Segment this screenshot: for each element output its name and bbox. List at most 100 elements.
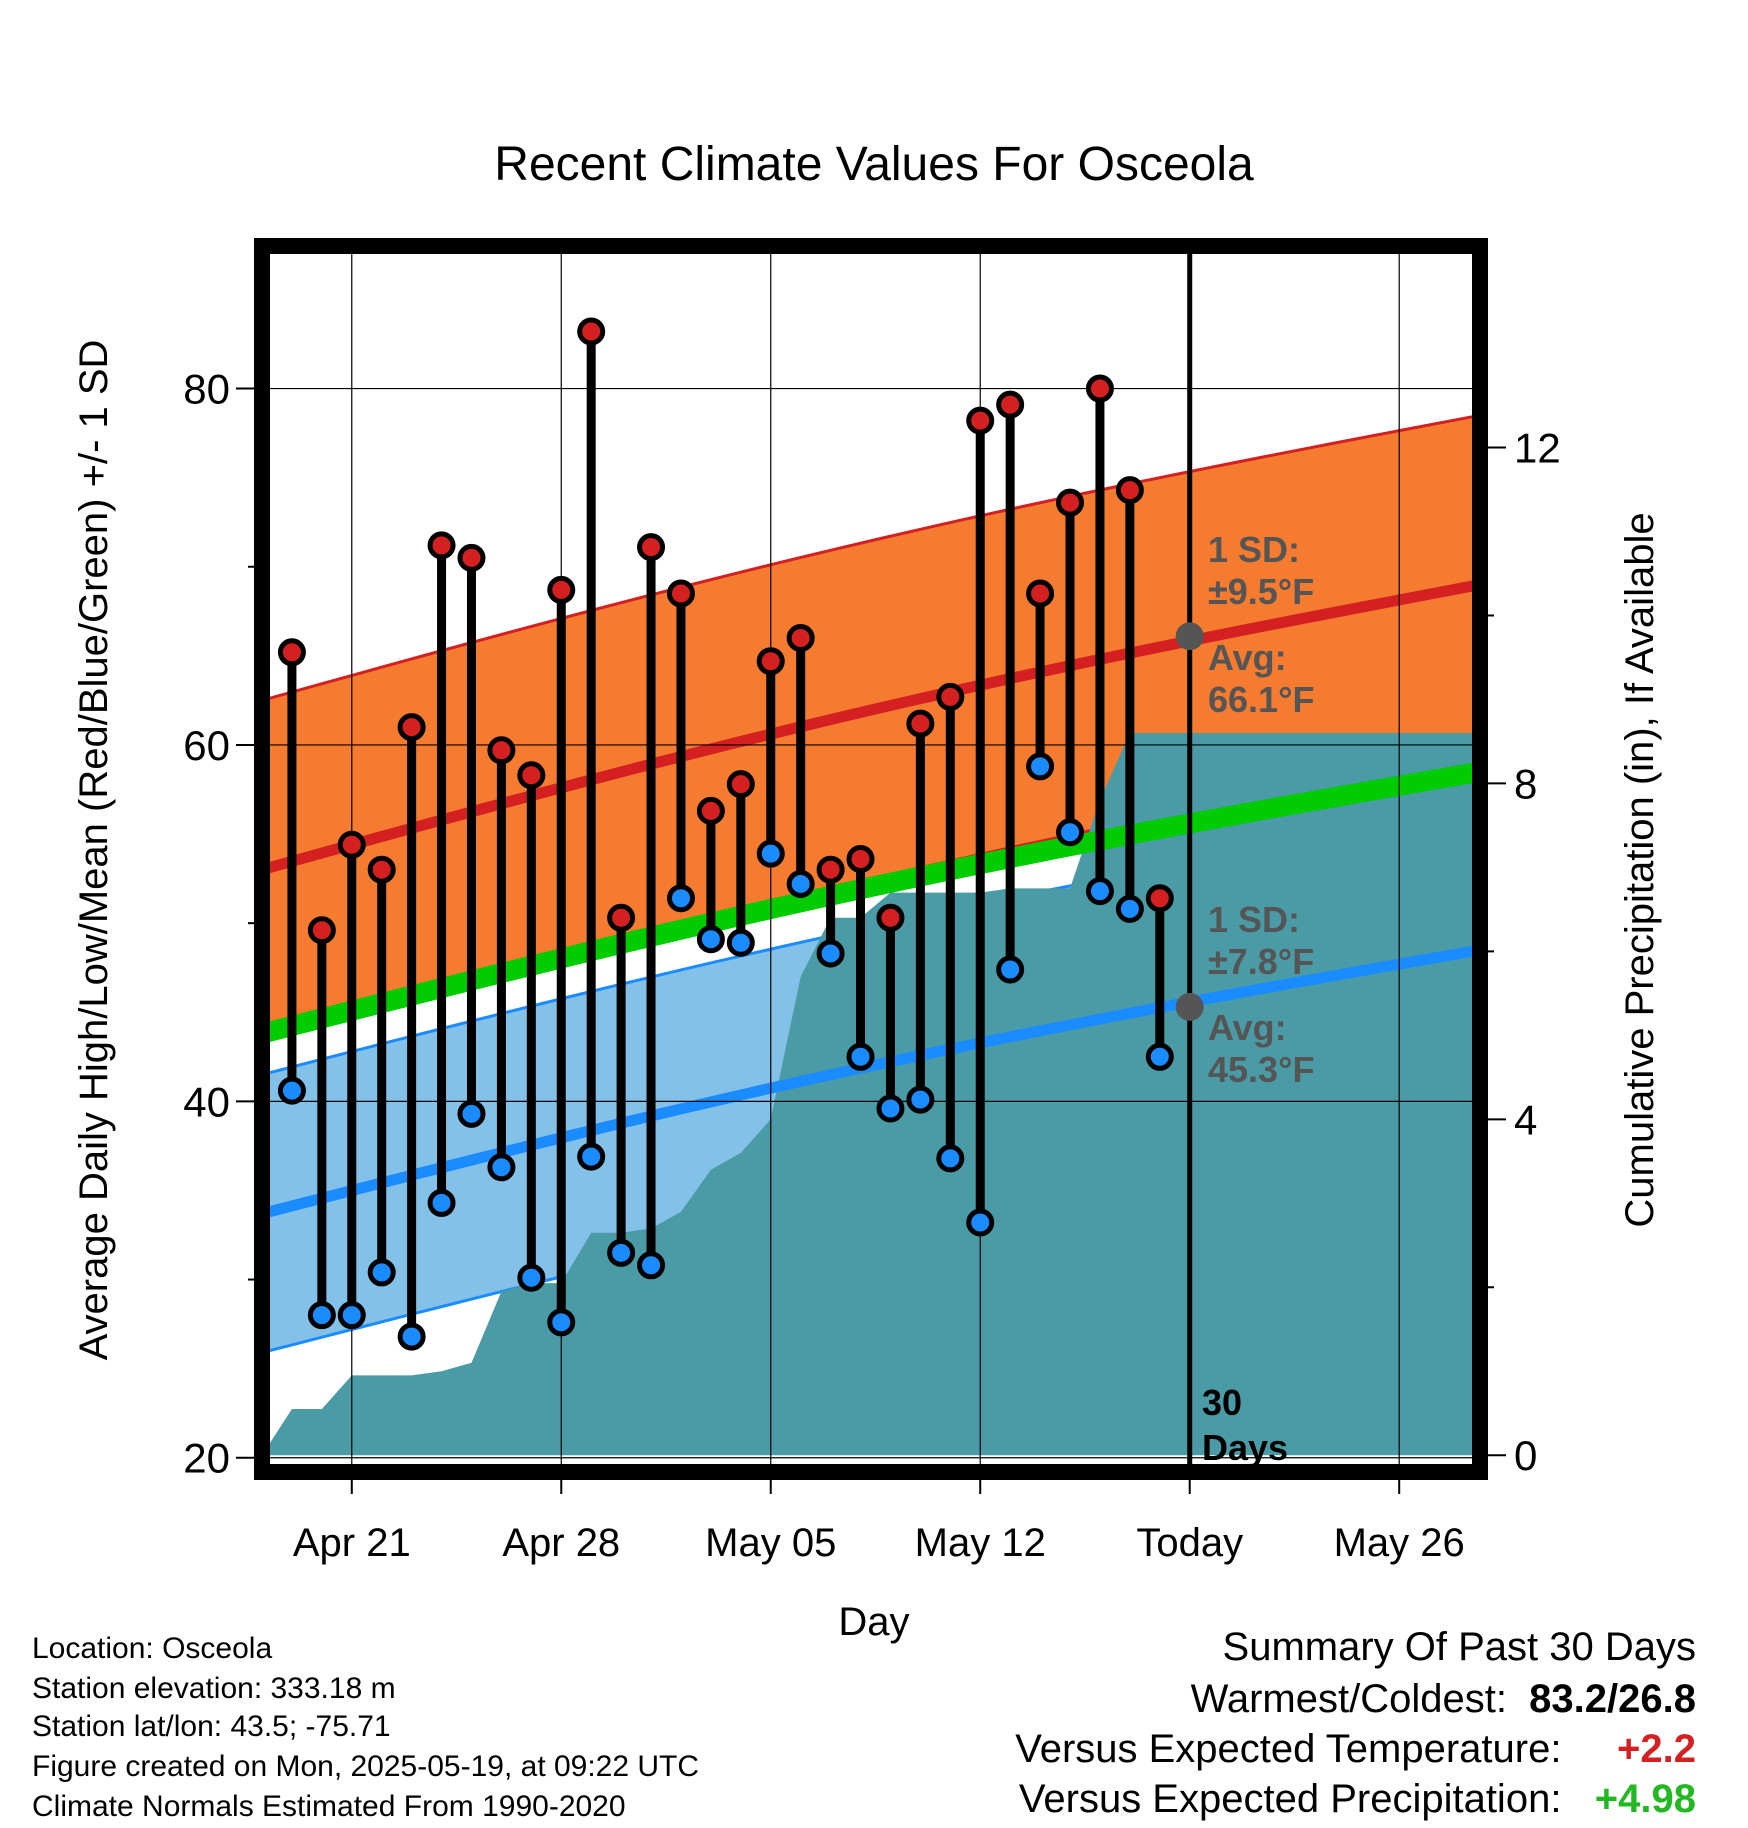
high-point	[577, 317, 606, 346]
summary-precip: Versus Expected Precipitation: +4.98	[1019, 1774, 1696, 1824]
low-point	[666, 884, 695, 913]
high-avg-value: 66.1°F	[1208, 679, 1314, 720]
low-point	[277, 1076, 306, 1105]
high-point	[487, 736, 516, 765]
y2-tick-label: 0	[1514, 1432, 1537, 1479]
low-point	[367, 1258, 396, 1287]
precip-label: Versus Expected Precipitation:	[1018, 1777, 1562, 1821]
high-point	[726, 770, 755, 799]
warm-cold-value: 83.2/26.8	[1529, 1677, 1696, 1721]
precip-area	[262, 733, 1480, 1456]
high-point	[1026, 579, 1055, 608]
low-point	[966, 1208, 995, 1237]
x-tick-label: Apr 21	[293, 1521, 411, 1565]
high-point	[517, 761, 546, 790]
high-point	[607, 903, 636, 932]
low-point	[1026, 752, 1055, 781]
low-point	[996, 955, 1025, 984]
days-count-label: 30	[1202, 1382, 1242, 1423]
latlon-line: Station lat/lon: 43.5; -75.71	[32, 1710, 391, 1743]
location-line: Location: Osceola	[32, 1632, 273, 1665]
low-point	[876, 1094, 905, 1123]
x-tick-label: Apr 28	[502, 1521, 620, 1565]
temp-label: Versus Expected Temperature:	[1015, 1727, 1562, 1771]
y2-axis-label: Cumulative Precipitation (in), If Availa…	[1618, 512, 1662, 1227]
low-sd-label: 1 SD:	[1208, 899, 1300, 940]
low-point	[337, 1301, 366, 1330]
today-high-avg-point	[1175, 622, 1204, 651]
low-avg-value: 45.3°F	[1208, 1049, 1314, 1090]
high-point	[816, 855, 845, 884]
low-point	[726, 928, 755, 957]
high-point	[996, 390, 1025, 419]
y2-tick-label: 12	[1514, 425, 1561, 472]
low-point	[517, 1263, 546, 1292]
elevation-line: Station elevation: 333.18 m	[32, 1672, 396, 1705]
y-tick-label: 60	[183, 722, 230, 769]
days-word-label: Days	[1202, 1427, 1288, 1468]
low-point	[427, 1188, 456, 1217]
summary-warm-cold: Warmest/Coldest: 83.2/26.8	[1191, 1674, 1696, 1724]
chart-title: Recent Climate Values For Osceola	[494, 138, 1254, 191]
high-point	[307, 916, 336, 945]
high-point	[756, 647, 785, 676]
high-point	[696, 796, 725, 825]
low-point	[547, 1308, 576, 1337]
x-tick-label: May 12	[915, 1521, 1046, 1565]
low-point	[397, 1322, 426, 1351]
high-point	[1115, 476, 1144, 505]
mean-normal-line	[262, 761, 1480, 1044]
y-tick-label: 20	[183, 1435, 230, 1482]
high-sd-band	[262, 415, 1480, 1039]
high-point	[966, 406, 995, 435]
high-point	[337, 830, 366, 859]
x-axis-label: Day	[838, 1600, 909, 1644]
high-point	[397, 713, 426, 742]
high-point	[1145, 884, 1174, 913]
low-point	[906, 1085, 935, 1114]
high-sd-value: ±9.5°F	[1208, 571, 1314, 612]
high-point	[936, 682, 965, 711]
normals-line: Climate Normals Estimated From 1990-2020	[32, 1790, 626, 1823]
y-axis-label: Average Daily High/Low/Mean (Red/Blue/Gr…	[72, 340, 116, 1361]
high-point	[427, 531, 456, 560]
low-sd-value: ±7.8°F	[1208, 941, 1314, 982]
high-point	[906, 709, 935, 738]
high-avg-label: Avg:	[1208, 637, 1287, 678]
high-normal-line	[262, 579, 1480, 875]
x-tick-label: May 26	[1334, 1521, 1465, 1565]
low-point	[307, 1301, 336, 1330]
high-point	[637, 533, 666, 562]
high-sd-label: 1 SD:	[1208, 529, 1300, 570]
plot-content	[262, 246, 1480, 1472]
high-point	[547, 575, 576, 604]
x-tick-label: Today	[1136, 1521, 1243, 1565]
high-sd-upper-edge	[262, 413, 1480, 702]
y2-tick-label: 8	[1514, 760, 1537, 807]
high-point	[786, 624, 815, 653]
low-point	[637, 1251, 666, 1280]
low-avg-label: Avg:	[1208, 1007, 1287, 1048]
created-line: Figure created on Mon, 2025-05-19, at 09…	[32, 1750, 700, 1783]
low-point	[607, 1238, 636, 1267]
today-low-avg-point	[1175, 992, 1204, 1021]
x-tick-label: May 05	[705, 1521, 836, 1565]
high-point	[846, 845, 875, 873]
summary-temp: Versus Expected Temperature: +2.2	[1015, 1724, 1696, 1774]
y-tick-label: 80	[183, 366, 230, 413]
low-point	[936, 1144, 965, 1173]
summary-title: Summary Of Past 30 Days	[1222, 1625, 1696, 1669]
low-point	[786, 869, 815, 898]
low-point	[1085, 877, 1114, 906]
high-point	[277, 638, 306, 667]
low-point	[756, 839, 785, 868]
low-point	[577, 1142, 606, 1171]
high-point	[367, 855, 396, 884]
low-point	[457, 1099, 486, 1128]
high-point	[1085, 374, 1114, 403]
temp-value: +2.2	[1617, 1727, 1696, 1771]
low-point	[846, 1042, 875, 1071]
precip-value: +4.98	[1594, 1777, 1696, 1821]
